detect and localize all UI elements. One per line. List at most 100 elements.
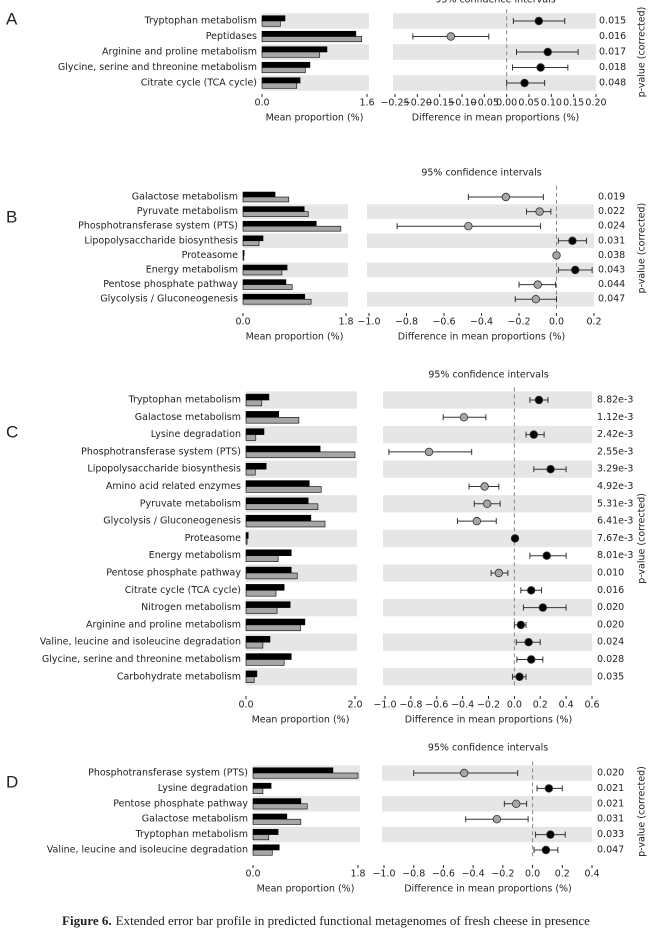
bar [242,240,260,247]
p-value-axis-label: p-value (corrected) [637,203,648,294]
x-tick-label: −0.4 [462,869,485,880]
p-value: 3.29e-3 [597,464,633,475]
bar [242,284,293,290]
category-label: Glycine, serine and threonine metabolism [42,654,241,665]
p-value: 0.038 [598,250,625,261]
x-tick-label: −0.20 [403,98,432,109]
category-label: Phosphotransferase system (PTS) [81,446,241,457]
x-tick-label: −0.6 [425,700,448,711]
row-shade [246,425,357,444]
difference-point [536,63,545,72]
p-value: 8.01e-3 [597,550,633,561]
bar [242,255,245,261]
caption-label: Figure 6. [62,913,112,928]
bar [245,624,301,632]
p-value: 0.020 [597,768,624,779]
bar [261,20,281,27]
bar [252,772,359,779]
row-shade [383,425,592,444]
bar [245,480,310,487]
category-label: Phosphotransferase system (PTS) [78,221,238,232]
ci-title: 95% confidence intervals [435,0,555,6]
category-label: Valine, leucine and isoleucine degradati… [40,637,241,648]
bar [252,829,279,835]
x-axis-label: Difference in mean proportions (%) [398,332,566,343]
bar [245,589,277,597]
ci-title: 95% confidence intervals [421,168,541,179]
x-tick-label: −0.4 [470,317,493,328]
difference-point [546,830,555,839]
p-value: 8.82e-3 [597,395,633,406]
p-value: 0.047 [598,294,625,305]
row-shade [367,262,594,278]
row-shade [246,668,357,686]
row-shade [382,826,592,843]
x-tick-label: 0.2 [586,317,601,328]
bar [245,445,321,453]
x-axis-label: Mean proportion (%) [252,715,350,726]
difference-point [538,603,548,612]
p-value: 0.021 [597,783,624,794]
bar [252,834,270,841]
panel-letter: C [6,422,18,441]
ci-title: 95% confidence intervals [428,370,548,381]
bar [245,411,280,418]
p-value: 1.12e-3 [597,412,633,423]
x-tick-label: −0.2 [491,869,514,880]
category-label: Carbohydrate metabolism [117,671,241,682]
p-value: 0.047 [597,845,624,856]
bar [242,298,312,305]
p-value: 7.67e-3 [597,533,633,544]
p-value: 0.024 [598,221,625,232]
bar [261,67,306,74]
x-tick-label: 0.2 [555,869,570,880]
p-value: 0.021 [597,798,624,809]
x-tick-label: 0.20 [585,98,606,109]
difference-point [512,799,521,808]
category-label: Energy metabolism [146,265,238,276]
bar [242,235,264,242]
row-shade [393,75,596,91]
difference-point [552,251,561,260]
x-tick-label: 1.8 [338,317,353,328]
p-value: 0.020 [597,619,624,630]
x-tick-label: 0.0 [245,869,260,880]
bar [242,191,276,198]
difference-point [534,395,544,405]
bar [242,225,342,232]
row-shade [383,668,592,686]
row-shade [246,460,357,478]
x-tick-label: 0.0 [507,700,522,711]
x-tick-label: 2.0 [347,700,362,711]
category-label: Galactose metabolism [135,412,241,423]
bar [245,618,306,626]
bar [261,36,363,43]
p-value-axis-label: p-value (corrected) [637,493,648,584]
bar [245,601,291,608]
x-tick-label: 0.0 [235,317,250,328]
x-tick-label: −0.2 [477,700,500,711]
bar [245,451,356,459]
difference-point [494,568,504,578]
caption: Figure 6. Extended error bar profile in p… [62,913,590,928]
bar [252,782,272,789]
category-label: Peptidases [206,31,257,42]
bar [245,641,264,649]
p-value: 0.048 [599,78,626,89]
category-label: Lysine degradation [158,783,248,794]
bar [245,607,278,614]
bar [242,211,309,217]
category-label: Tryptophan metabolism [128,395,241,406]
x-axis-label: Mean proportion (%) [266,113,364,124]
category-label: Valine, leucine and isoleucine degradati… [47,845,248,856]
bar [252,844,280,851]
difference-point [541,845,551,855]
x-tick-label: 0.4 [584,869,599,880]
category-label: Energy metabolism [149,550,241,561]
p-value-axis-label: p-value (corrected) [637,766,648,857]
p-value: 0.010 [597,568,624,579]
x-tick-label: −1.0 [357,317,380,328]
category-label: Phosphotransferase system (PTS) [88,768,248,779]
difference-point [533,280,542,289]
p-value: 4.92e-3 [597,481,633,492]
